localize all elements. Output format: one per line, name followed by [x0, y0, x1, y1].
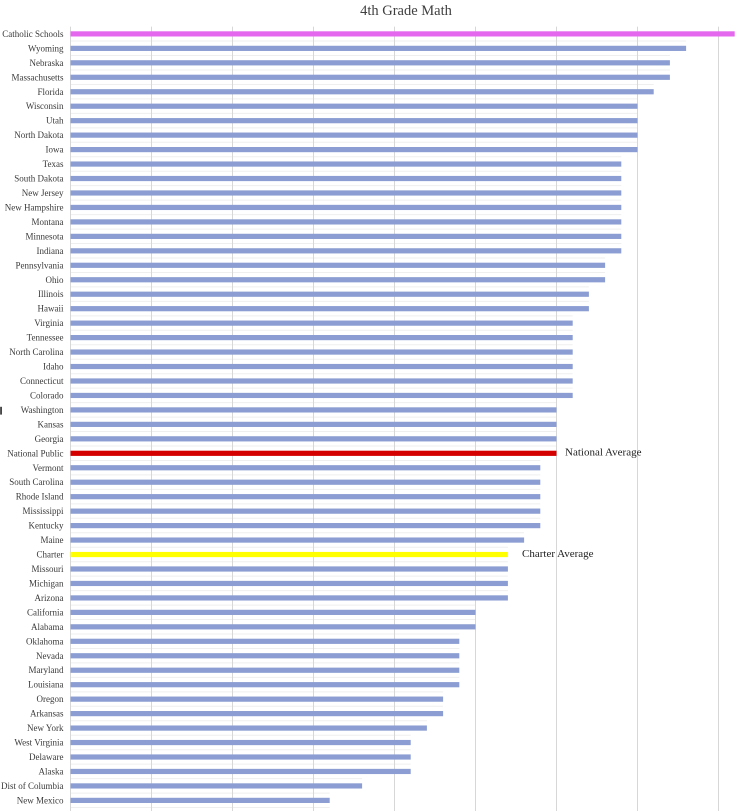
- svg-text:Wisconsin: Wisconsin: [26, 101, 64, 111]
- svg-text:Massachusetts: Massachusetts: [12, 72, 64, 82]
- svg-text:Kentucky: Kentucky: [29, 521, 64, 531]
- svg-text:Delaware: Delaware: [29, 752, 63, 762]
- svg-text:Indiana: Indiana: [37, 246, 64, 256]
- svg-text:Michigan: Michigan: [29, 578, 64, 588]
- svg-text:New Mexico: New Mexico: [17, 795, 64, 805]
- svg-text:Maine: Maine: [41, 535, 64, 545]
- svg-text:South Dakota: South Dakota: [14, 174, 63, 184]
- svg-text:Minnesota: Minnesota: [26, 231, 64, 241]
- svg-text:Florida: Florida: [38, 87, 64, 97]
- svg-text:New York: New York: [27, 723, 64, 733]
- svg-text:Missouri: Missouri: [31, 564, 64, 574]
- svg-text:National Average: National Average: [565, 446, 642, 458]
- svg-text:Vermont: Vermont: [33, 463, 64, 473]
- svg-text:Oregon: Oregon: [37, 694, 64, 704]
- svg-text:Idaho: Idaho: [43, 362, 64, 372]
- svg-text:Mississippi: Mississippi: [22, 506, 64, 516]
- svg-text:4th Grade Math: 4th Grade Math: [360, 3, 453, 19]
- svg-text:Arizona: Arizona: [35, 593, 64, 603]
- svg-text:Illinois: Illinois: [38, 289, 64, 299]
- svg-text:National Public: National Public: [7, 448, 63, 458]
- svg-text:California: California: [27, 607, 64, 617]
- svg-text:South Carolina: South Carolina: [9, 477, 63, 487]
- svg-text:Catholic Schools: Catholic Schools: [2, 29, 64, 39]
- svg-text:Washington: Washington: [21, 405, 64, 415]
- svg-text:Georgia: Georgia: [35, 434, 64, 444]
- svg-text:Charter Average: Charter Average: [522, 548, 594, 560]
- svg-text:Rhode Island: Rhode Island: [16, 492, 64, 502]
- svg-text:Wyoming: Wyoming: [28, 43, 64, 53]
- svg-text:Kansas: Kansas: [38, 419, 64, 429]
- svg-text:New Hampshire: New Hampshire: [5, 202, 64, 212]
- svg-text:Utah: Utah: [46, 116, 64, 126]
- svg-text:Maryland: Maryland: [29, 665, 64, 675]
- svg-text:Montana: Montana: [32, 217, 64, 227]
- svg-text:Ohio: Ohio: [46, 275, 65, 285]
- svg-text:Nevada: Nevada: [36, 651, 63, 661]
- svg-text:Nebraska: Nebraska: [30, 58, 64, 68]
- svg-text:Alaska: Alaska: [39, 766, 64, 776]
- svg-text:Alabama: Alabama: [31, 622, 63, 632]
- svg-text:Virginia: Virginia: [34, 318, 63, 328]
- svg-text:Colorado: Colorado: [30, 390, 64, 400]
- svg-text:North Dakota: North Dakota: [14, 130, 63, 140]
- svg-text:Pennsylvania: Pennsylvania: [16, 260, 64, 270]
- svg-text:Iowa: Iowa: [46, 145, 64, 155]
- svg-text:Dist of Columbia: Dist of Columbia: [1, 781, 64, 791]
- svg-text:Texas: Texas: [43, 159, 64, 169]
- svg-text:Louisiana: Louisiana: [28, 680, 64, 690]
- svg-text:North Carolina: North Carolina: [9, 347, 63, 357]
- svg-text:Connecticut: Connecticut: [20, 376, 64, 386]
- svg-text:Arkansas: Arkansas: [30, 709, 64, 719]
- svg-text:Hawaii: Hawaii: [38, 304, 64, 314]
- svg-text:New Jersey: New Jersey: [22, 188, 64, 198]
- svg-text:West Virginia: West Virginia: [14, 738, 63, 748]
- svg-text:Oklahoma: Oklahoma: [26, 636, 64, 646]
- svg-text:Charter: Charter: [37, 550, 64, 560]
- svg-text:Tennessee: Tennessee: [27, 333, 64, 343]
